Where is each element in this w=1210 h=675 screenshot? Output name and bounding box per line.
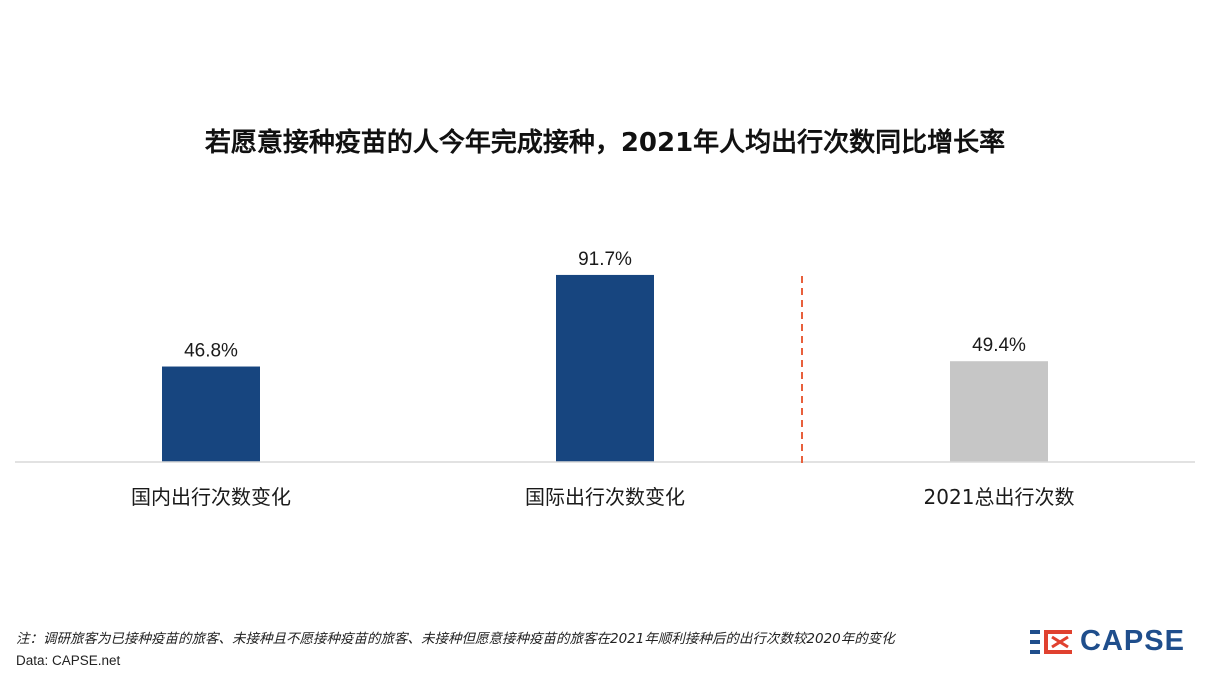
category-label-3: 2021总出行次数 [924,485,1075,509]
bar-1 [162,366,260,462]
capse-logo-icon [1030,630,1072,654]
bar-3 [950,361,1048,462]
capse-logo-text: CAPSE [1080,625,1185,657]
data-label-2: 91.7% [578,249,632,270]
data-source: Data: CAPSE.net [16,653,121,668]
category-label-1: 国内出行次数变化 [131,485,291,509]
bar-chart: 46.8% 国内出行次数变化 91.7% 国际出行次数变化 49.4% 2021总出行次数 [15,249,1195,509]
category-label-2: 国际出行次数变化 [525,485,685,509]
data-label-1: 46.8% [184,341,238,362]
bar-2 [556,274,654,462]
footnote: 注：调研旅客为已接种疫苗的旅客、未接种且不愿接种疫苗的旅客、未接种但愿意接种疫苗… [16,631,895,647]
capse-logo: CAPSE [1030,625,1195,659]
data-label-3: 49.4% [972,335,1026,356]
chart-title: 若愿意接种疫苗的人今年完成接种，2021年人均出行次数同比增长率 [204,128,1006,158]
